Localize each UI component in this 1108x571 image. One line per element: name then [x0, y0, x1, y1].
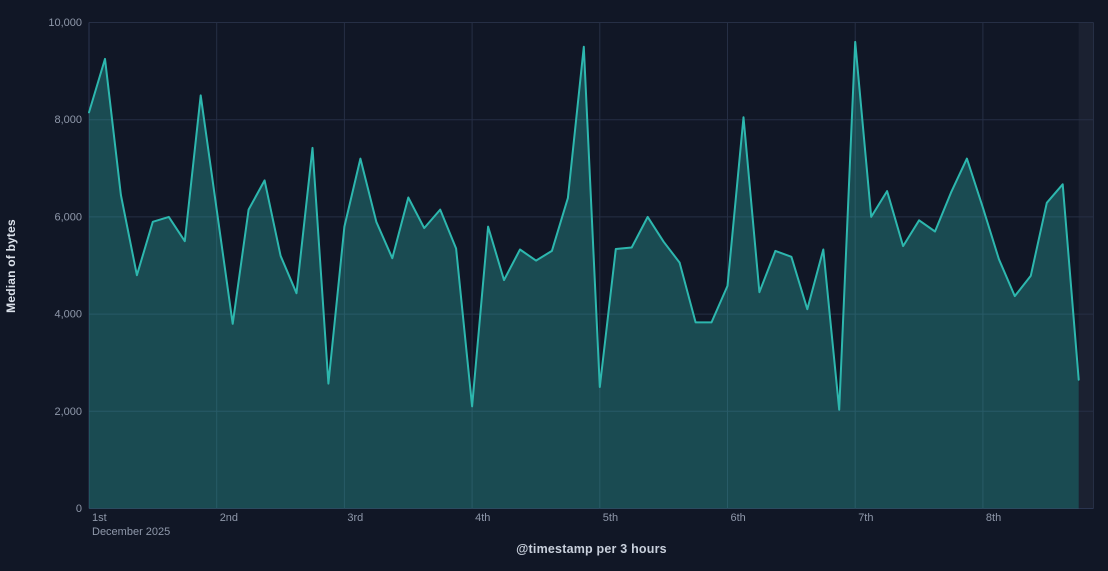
x-axis-tick-label: 4th [475, 512, 490, 524]
x-axis-tick-sublabel: December 2025 [92, 526, 170, 538]
y-axis-tick-label: 4,000 [54, 309, 82, 321]
x-axis-tick-label: 2nd [220, 512, 238, 524]
series-line [88, 40, 1080, 411]
y-axis-title: Median of bytes [4, 219, 18, 313]
y-axis-tick-label: 2,000 [54, 406, 82, 418]
series-area [89, 41, 1079, 509]
x-axis-tick-label: 5th [603, 512, 618, 524]
x-axis-tick-label: 6th [731, 512, 746, 524]
partial-bucket-band [1078, 22, 1094, 509]
x-axis-title: @timestamp per 3 hours [516, 542, 667, 556]
x-axis-tick-label: 1st [92, 512, 107, 524]
y-axis-tick-label: 6,000 [54, 211, 82, 223]
y-axis-tick-label: 8,000 [54, 114, 82, 126]
x-axis-tick-label: 8th [986, 512, 1001, 524]
x-axis-tick-label: 7th [858, 512, 873, 524]
y-axis-tick-label: 10,000 [48, 17, 82, 29]
y-axis-tick-label: 0 [76, 503, 82, 515]
x-axis-tick-label: 3rd [347, 512, 363, 524]
